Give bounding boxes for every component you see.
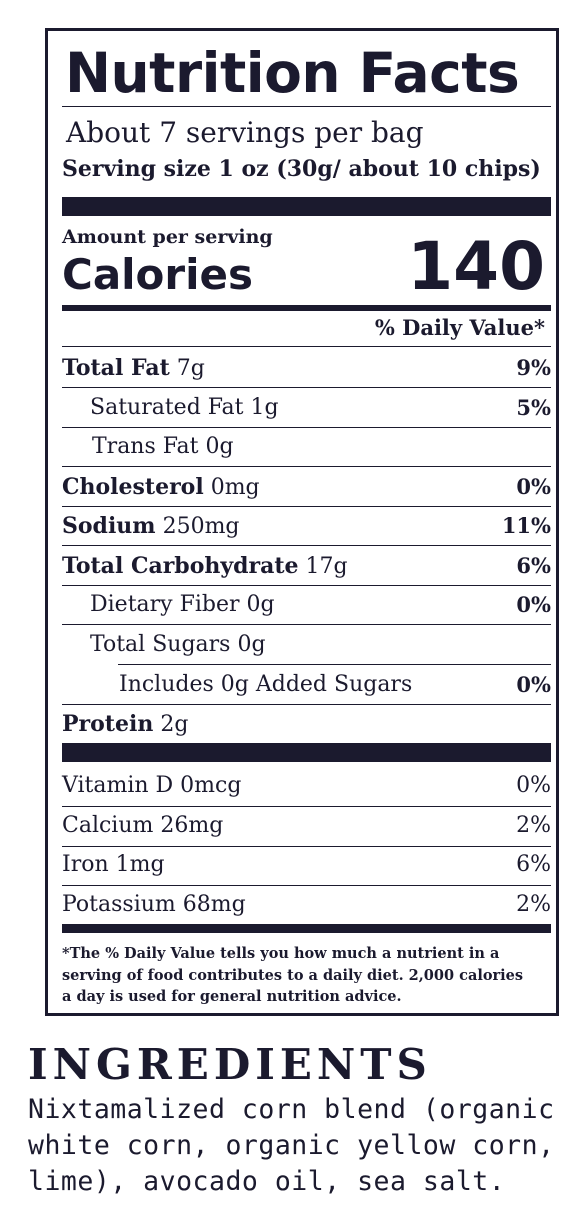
nutrient-row-trans-fat: Trans Fat 0g [62, 427, 551, 467]
vitamin-daily-value: 2% [516, 892, 551, 918]
nutrient-label: Protein 2g [62, 711, 188, 737]
vitamin-daily-value: 2% [516, 813, 551, 839]
footnote-line: *The % Daily Value tells you how much a … [62, 945, 500, 962]
nutrient-name: Saturated Fat [90, 395, 244, 421]
thick-divider [62, 743, 551, 762]
nutrient-name: Total Fat [62, 354, 170, 381]
nutrient-row-dietary-fiber: Dietary Fiber 0g 0% [62, 585, 551, 625]
nutrient-label: Trans Fat 0g [92, 434, 234, 459]
ingredients-heading: INGREDIENTS [28, 1040, 432, 1089]
nutrient-row-total-fat: Total Fat 7g 9% [62, 348, 551, 388]
servings-per-container: About 7 servings per bag [66, 116, 424, 149]
nutrient-amount: 0g [205, 434, 234, 460]
ingredients-line: lime), avocado oil, sea salt. [28, 1166, 506, 1197]
nutrient-amount: 0g [237, 632, 266, 658]
vitamin-daily-value: 6% [516, 852, 551, 878]
nutrient-row-protein: Protein 2g [62, 704, 551, 744]
nutrient-daily-value: 9% [516, 355, 551, 381]
vitamin-label: Iron 1mg [62, 852, 165, 878]
nutrient-label: Dietary Fiber 0g [90, 592, 275, 617]
nutrient-label: Total Fat 7g [62, 355, 205, 381]
divider [62, 427, 551, 428]
nutrient-daily-value: 11% [501, 513, 551, 539]
medium-divider [62, 305, 551, 311]
divider [62, 885, 551, 886]
divider [62, 106, 551, 107]
ingredients-line: white corn, organic yellow corn, [28, 1130, 555, 1161]
nutrient-row-sodium: Sodium 250mg 11% [62, 506, 551, 546]
nutrient-row-total-sugars: Total Sugars 0g [62, 625, 551, 665]
vitamin-row-vitamin-d: Vitamin D 0mcg 0% [62, 766, 551, 806]
nutrition-facts-panel: Nutrition Facts About 7 servings per bag… [45, 28, 559, 1016]
serving-size: Serving size 1 oz (30g/ about 10 chips) [62, 156, 541, 182]
vitamin-row-calcium: Calcium 26mg 2% [62, 806, 551, 846]
divider [62, 545, 551, 546]
nutrient-name: Sodium [62, 512, 156, 539]
footnote-line: a day is used for general nutrition advi… [62, 988, 402, 1005]
calories-value: 140 [407, 228, 545, 305]
nutrient-name: Protein [62, 710, 154, 737]
nutrient-label: Total Carbohydrate 17g [62, 553, 348, 579]
nutrient-row-total-carbohydrate: Total Carbohydrate 17g 6% [62, 546, 551, 586]
vitamin-label: Potassium 68mg [62, 892, 246, 918]
divider [62, 346, 551, 347]
nutrient-name: Cholesterol [62, 473, 204, 500]
medium-divider [62, 924, 551, 933]
nutrient-name: Trans Fat [92, 434, 199, 460]
vitamin-label: Calcium 26mg [62, 813, 224, 839]
nutrient-name: Total Carbohydrate [62, 552, 299, 579]
nutrient-label: Saturated Fat 1g [90, 395, 279, 420]
divider [62, 387, 551, 388]
nutrient-label: Includes 0g Added Sugars [119, 672, 412, 697]
nutrient-amount: 250mg [162, 513, 240, 539]
nutrient-daily-value: 0% [516, 672, 551, 698]
nutrient-row-saturated-fat: Saturated Fat 1g 5% [62, 388, 551, 428]
nutrient-amount: 0g [246, 592, 275, 618]
nutrient-label: Cholesterol 0mg [62, 474, 260, 500]
amount-per-serving: Amount per serving [62, 226, 273, 248]
calories-label: Calories [62, 250, 254, 299]
nutrient-daily-value: 5% [516, 395, 551, 421]
nutrient-name: Includes 0g Added Sugars [119, 672, 413, 698]
divider [62, 846, 551, 847]
nutrient-label: Sodium 250mg [62, 513, 240, 539]
thick-divider [62, 197, 551, 216]
vitamin-label: Vitamin D 0mcg [62, 773, 242, 799]
nutrient-name: Dietary Fiber [90, 592, 240, 618]
nutrient-row-cholesterol: Cholesterol 0mg 0% [62, 467, 551, 507]
divider [62, 624, 551, 625]
nutrient-row-added-sugars: Includes 0g Added Sugars 0% [62, 665, 551, 705]
nutrient-daily-value: 0% [516, 592, 551, 618]
nutrient-amount: 0mg [210, 474, 260, 500]
nutrient-amount: 7g [176, 355, 205, 381]
footnote-line: serving of food contributes to a daily d… [62, 966, 524, 984]
divider [62, 806, 551, 807]
vitamin-daily-value: 0% [516, 773, 551, 799]
nutrient-name: Total Sugars [90, 632, 231, 658]
daily-value-footnote: *The % Daily Value tells you how much a … [62, 943, 542, 1008]
nutrition-facts-title: Nutrition Facts [65, 41, 520, 105]
nutrient-label: Total Sugars 0g [90, 632, 266, 657]
ingredients-line: Nixtamalized corn blend (organic [28, 1094, 555, 1125]
nutrient-amount: 17g [305, 553, 348, 579]
daily-value-header: % Daily Value* [374, 315, 545, 340]
nutrient-amount: 2g [160, 711, 189, 737]
divider [62, 585, 551, 586]
divider [62, 704, 551, 705]
nutrient-amount: 1g [250, 395, 279, 421]
vitamin-row-iron: Iron 1mg 6% [62, 845, 551, 885]
divider [62, 506, 551, 507]
divider [62, 466, 551, 467]
divider [118, 664, 551, 665]
nutrient-daily-value: 6% [516, 553, 551, 579]
nutrient-daily-value: 0% [516, 474, 551, 500]
vitamin-row-potassium: Potassium 68mg 2% [62, 885, 551, 925]
